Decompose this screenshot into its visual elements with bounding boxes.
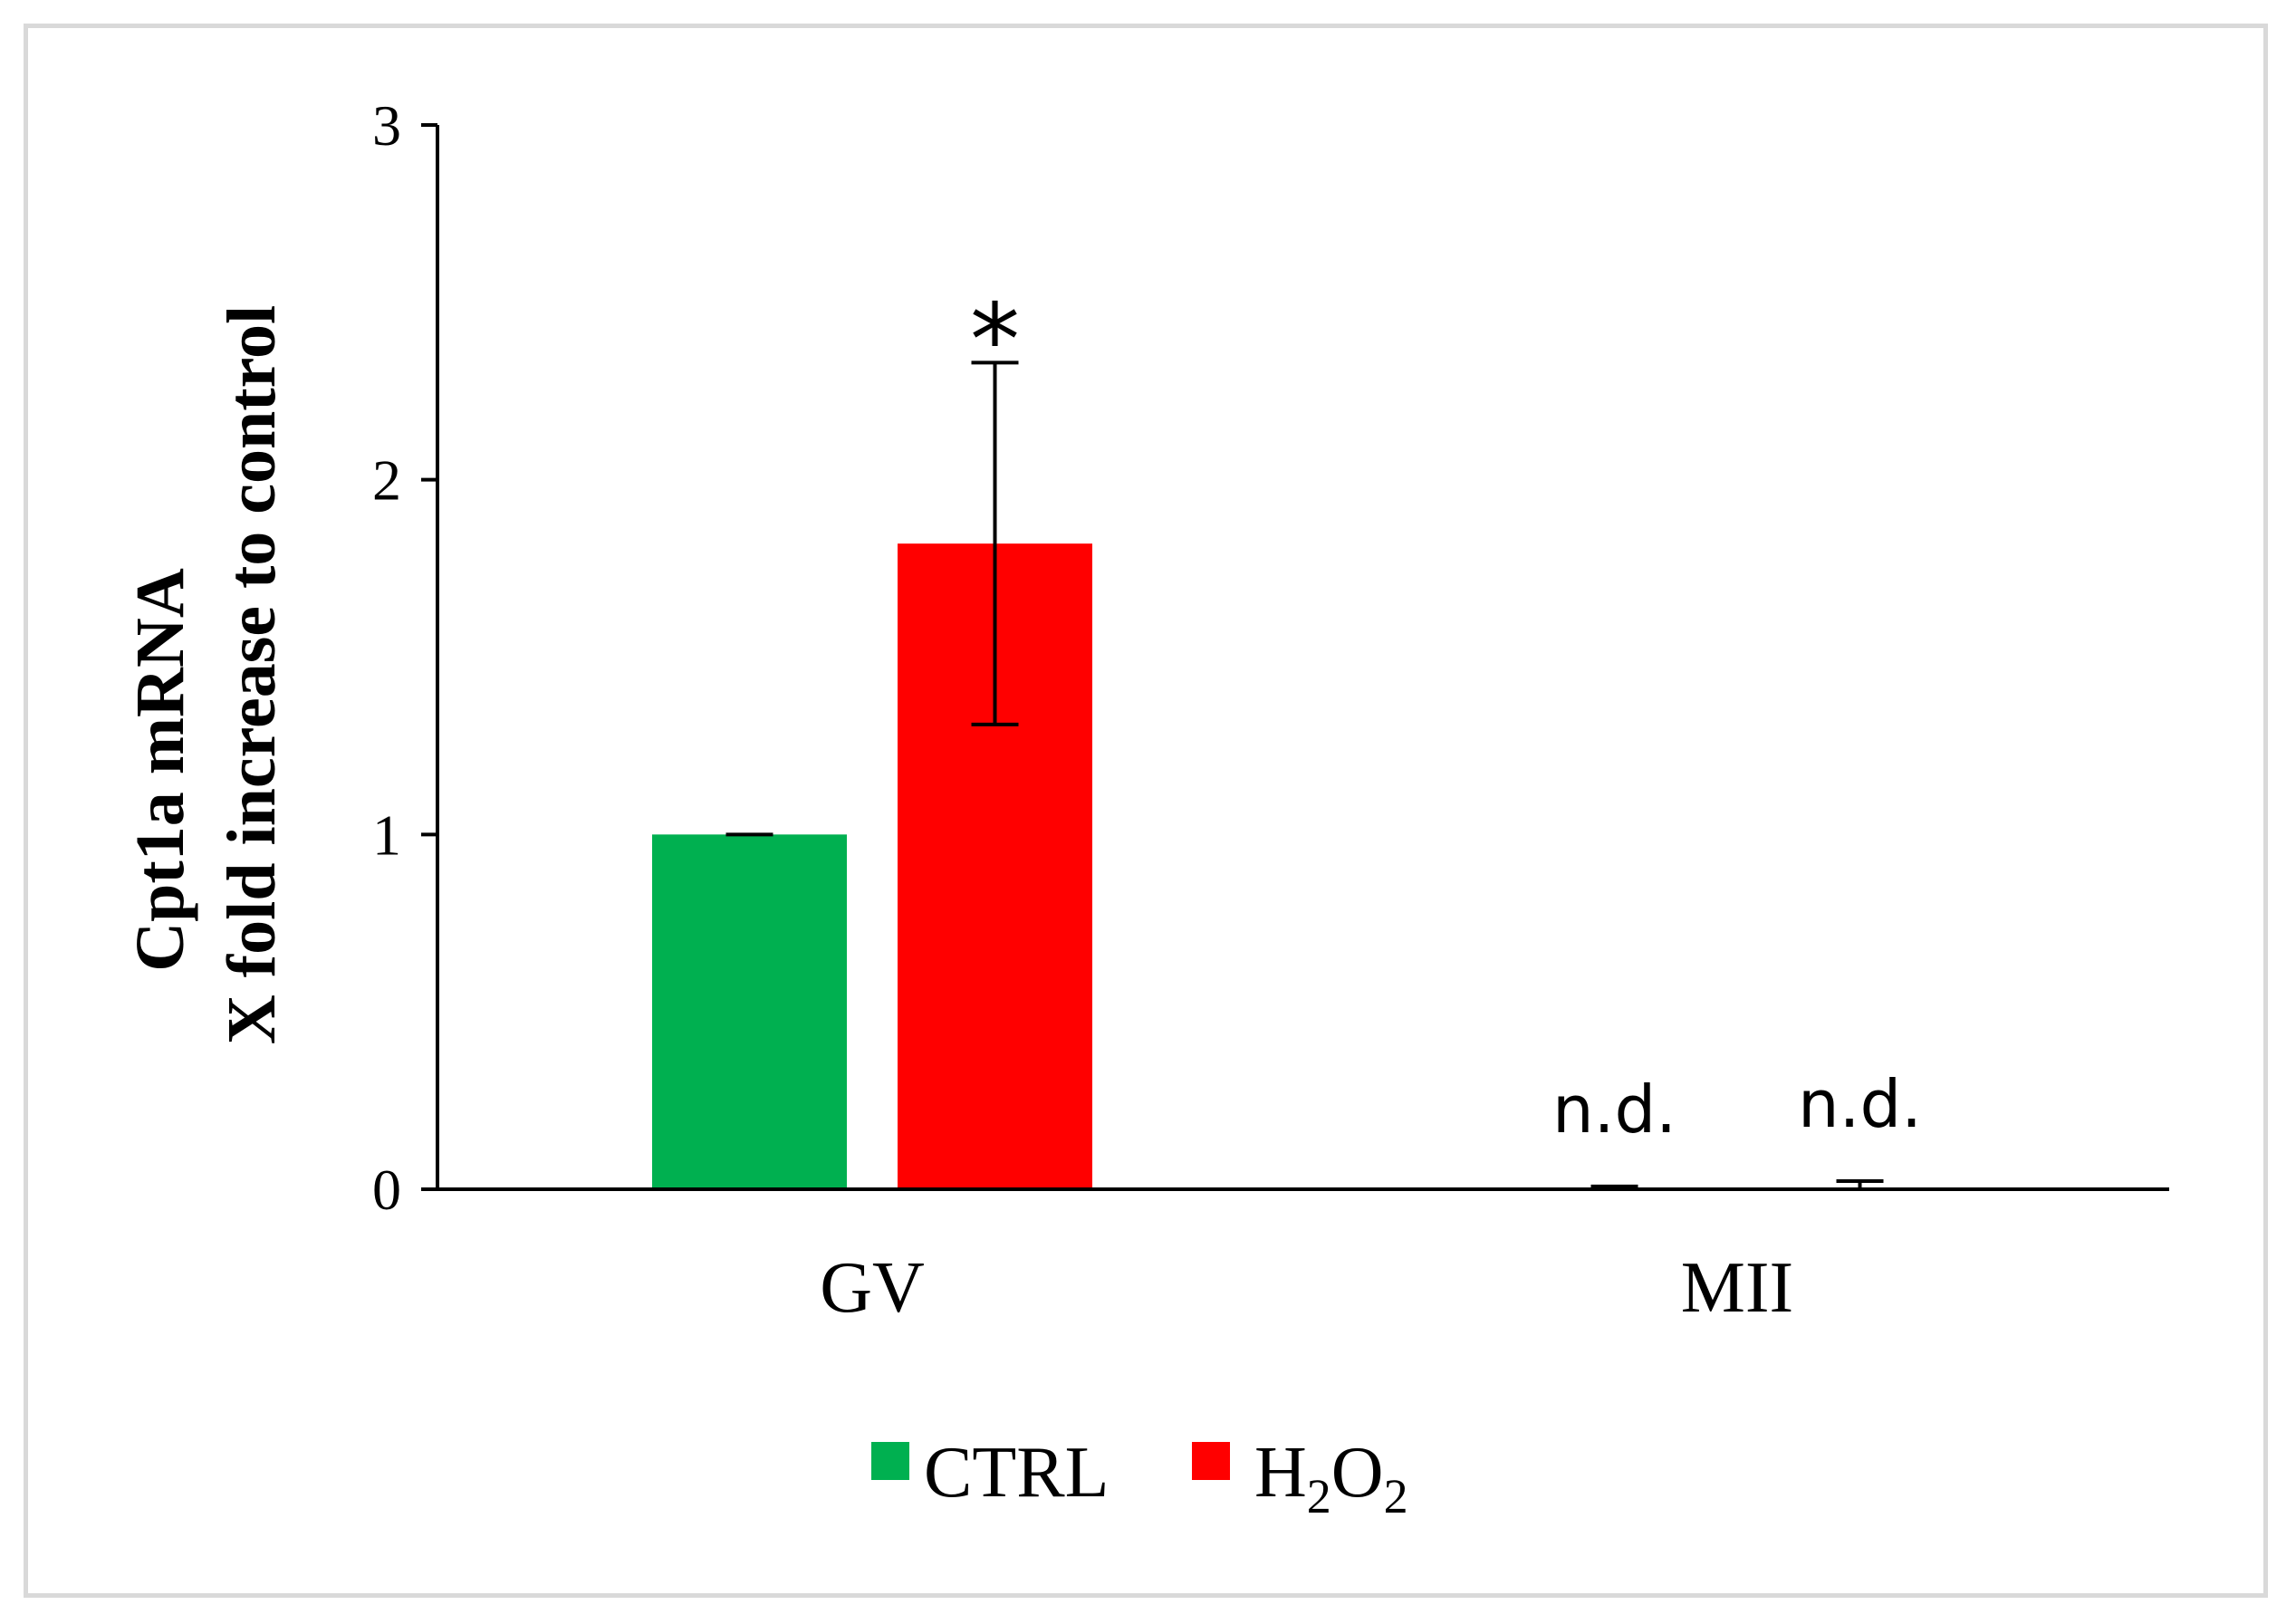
bars: * n.d. n.d. [652,282,1957,1189]
not-detected-label: n.d. [1798,1066,1922,1142]
x-tick-label: MII [1681,1248,1793,1328]
y-tick-label: 0 [372,1158,401,1222]
legend: CTRL H2O2 [871,1433,1408,1523]
x-axis: GV MII [437,1187,2169,1328]
bar-ctrl-gv [652,834,847,1189]
y-axis-title-line2: X fold increase to control [214,305,290,1044]
y-tick-label: 2 [372,448,401,513]
legend-label: H2O2 [1254,1433,1408,1523]
legend-item-ctrl: CTRL [871,1433,1109,1513]
y-axis-title: Cpt1a mRNA X fold increase to control [122,305,290,1044]
legend-label: CTRL [924,1433,1109,1513]
x-tick-label: GV [820,1248,925,1328]
y-tick-label: 3 [372,93,401,158]
chart-frame [24,24,2268,1598]
legend-swatch [1192,1442,1230,1480]
error-bar [971,360,1019,726]
legend-item-h2o2: H2O2 [1192,1433,1408,1523]
not-detected-label: n.d. [1552,1071,1676,1148]
y-axis: 0 1 2 3 [372,93,439,1222]
significance-marker: * [970,282,1020,398]
legend-swatch [871,1442,909,1480]
y-axis-title-line1: Cpt1a mRNA [122,568,198,972]
y-tick-label: 1 [372,802,401,867]
